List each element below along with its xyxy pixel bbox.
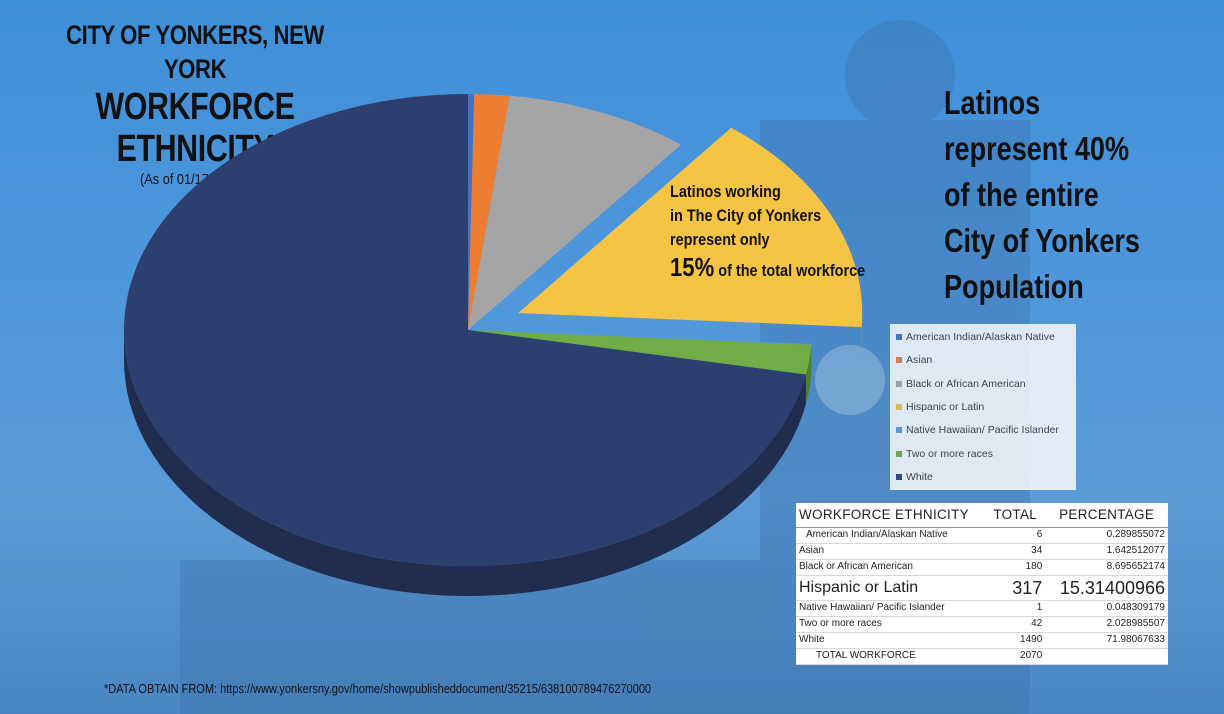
table-cell-total: 34 — [990, 543, 1046, 560]
table-cell-percentage: 1.642512077 — [1045, 543, 1168, 560]
workforce-table: WORKFORCE ETHNICITY TOTAL PERCENTAGE Ame… — [796, 503, 1168, 665]
legend-label: Asian — [906, 354, 933, 367]
legend-label: Hispanic or Latin — [906, 400, 985, 413]
population-note: Latinos represent 40% of the entire City… — [944, 84, 1140, 305]
pie-slice-hispanic-or-latin — [518, 127, 863, 328]
table-cell-name: Asian — [796, 543, 991, 560]
legend-item: Native Hawaiian/ Pacific Islander — [896, 423, 1059, 437]
legend-label: Native Hawaiian/ Pacific Islander — [906, 424, 1059, 437]
legend-swatch — [896, 403, 902, 410]
legend-item: Black or African American — [896, 377, 1026, 391]
table-cell-total: 42 — [990, 616, 1046, 633]
table-row: White 1490 71.98067633 — [796, 632, 1168, 649]
pie-slice-black-or-african-american — [468, 95, 682, 330]
legend-item: White — [896, 470, 933, 484]
table-header-percentage: PERCENTAGE — [1045, 503, 1168, 528]
chart-title: WORKFORCE ETHNICITY — [95, 86, 295, 170]
table-total-empty — [1045, 648, 1168, 665]
table-row: American Indian/Alaskan Native 6 0.2898550… — [796, 527, 1168, 544]
legend-label: Black or African American — [906, 377, 1026, 390]
table-cell-name: White — [796, 632, 991, 649]
table-cell-name: Hispanic or Latin — [796, 575, 991, 601]
pie-slice-white — [123, 94, 806, 566]
table-cell-percentage: 15.31400966 — [1045, 575, 1168, 601]
legend-swatch — [896, 357, 902, 364]
table-cell-name: American Indian/Alaskan Native — [796, 527, 991, 544]
table-header-ethnicity: WORKFORCE ETHNICITY — [796, 503, 991, 528]
callout-line-4: 15% of the total workforce — [670, 252, 865, 286]
legend-swatch — [896, 427, 902, 434]
callout-line-2: in The City of Yonkers — [670, 206, 822, 225]
pie-slice-american-indian-alaskan-native — [468, 94, 475, 330]
legend-label: American Indian/Alaskan Native — [906, 331, 1055, 343]
table-row: Native Hawaiian/ Pacific Islander 1 0.0483… — [796, 600, 1168, 617]
table-total-label: TOTAL WORKFORCE — [796, 648, 991, 665]
legend-swatch — [896, 450, 902, 457]
legend-label: Two or more races — [906, 447, 993, 460]
table-header-row: WORKFORCE ETHNICITY TOTAL PERCENTAGE — [796, 503, 1168, 528]
callout-line-1: Latinos working — [670, 182, 781, 201]
latino-callout: Latinos working in The City of Yonkers r… — [670, 180, 890, 286]
legend-item: Two or more races — [896, 447, 993, 461]
table-cell-percentage: 0.048309179 — [1045, 600, 1168, 617]
table-total-row: TOTAL WORKFORCE 2070 — [796, 648, 1168, 665]
legend-item: American Indian/Alaskan Native — [896, 330, 1055, 344]
legend-swatch — [896, 380, 902, 387]
legend-swatch — [896, 334, 902, 340]
legend-item: Hispanic or Latin — [896, 400, 984, 414]
table-cell-total: 1490 — [990, 632, 1046, 649]
table-row: Asian 34 1.642512077 — [796, 543, 1168, 560]
table-row: Two or more races 42 2.028985507 — [796, 616, 1168, 633]
pie-slice-asian — [468, 94, 510, 330]
table-cell-total: 317 — [990, 575, 1046, 601]
legend-label: White — [906, 470, 933, 483]
callout-percent: 15% — [670, 252, 715, 282]
pie-slice-side — [805, 344, 812, 405]
callout-rest: of the total workforce — [714, 261, 866, 280]
legend-item: Asian — [896, 353, 932, 367]
callout-line-3: represent only — [670, 230, 770, 249]
table-cell-name: Native Hawaiian/ Pacific Islander — [796, 600, 991, 617]
table-row-highlight: Hispanic or Latin 317 15.31400966 — [796, 575, 1168, 601]
table-row: Black or African American 180 8.695652174 — [796, 559, 1168, 576]
data-source-note: *DATA OBTAIN FROM: https://www.yonkersny… — [104, 682, 652, 696]
table-cell-percentage: 8.695652174 — [1045, 559, 1168, 576]
table-cell-percentage: 0.289855072 — [1045, 527, 1168, 544]
table-cell-total: 180 — [990, 559, 1046, 576]
table-cell-total: 6 — [990, 527, 1046, 544]
chart-title-city: CITY OF YONKERS, NEW YORK — [66, 20, 324, 84]
table-cell-name: Black or African American — [796, 559, 991, 576]
table-cell-name: Two or more races — [796, 616, 991, 633]
table-total-value: 2070 — [990, 648, 1046, 665]
chart-legend: American Indian/Alaskan Native Asian Black… — [890, 324, 1076, 490]
pie-slice-native-hawaiian-pacific-islander — [468, 330, 812, 345]
pie-slice-side — [861, 313, 863, 358]
pie-slice-two-or-more-races — [468, 330, 812, 375]
table-cell-percentage: 71.98067633 — [1045, 632, 1168, 649]
legend-swatch — [896, 473, 902, 480]
table-cell-percentage: 2.028985507 — [1045, 616, 1168, 633]
table-header-total: TOTAL — [990, 503, 1046, 528]
table-cell-total: 1 — [990, 600, 1046, 617]
